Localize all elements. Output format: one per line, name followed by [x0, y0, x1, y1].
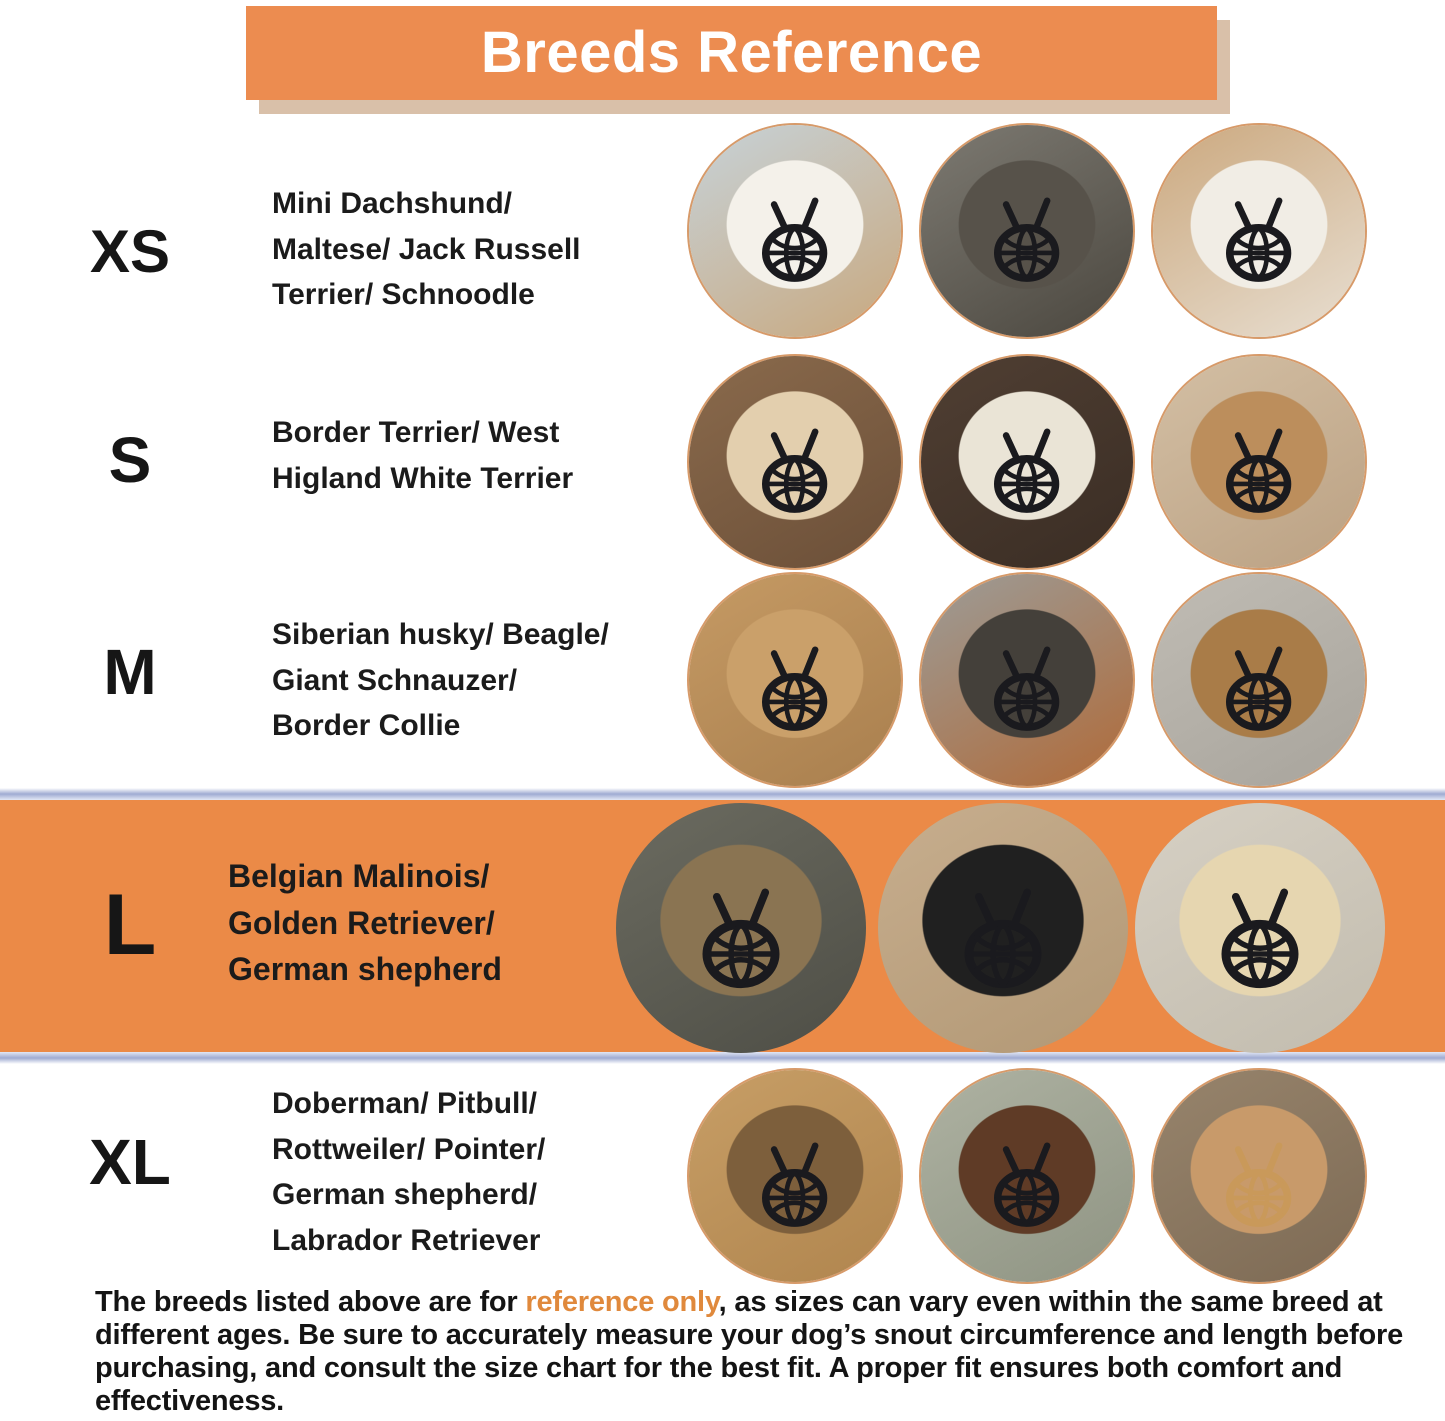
footnote-highlight: reference only: [525, 1286, 719, 1318]
band-fill: [0, 800, 1445, 1052]
muzzle-icon: [1212, 197, 1305, 290]
footnote: The breeds listed above are for referenc…: [95, 1286, 1440, 1418]
muzzle-icon: [980, 197, 1073, 290]
breed-line: Maltese/ Jack Russell: [272, 232, 581, 266]
dog-photo-xs-2: [921, 125, 1133, 337]
muzzle-icon: [748, 428, 841, 521]
breed-line: Giant Schnauzer/: [272, 663, 518, 697]
breed-line: Rottweiler/ Pointer/: [272, 1132, 546, 1166]
size-label-m: M: [103, 636, 157, 708]
breed-line: Higland White Terrier: [272, 461, 574, 495]
breed-line: German shepherd/: [272, 1178, 538, 1211]
dog-photo-xl-1: [689, 1070, 901, 1282]
band-bottom-edge: [0, 1052, 1445, 1064]
dog-photo-xl-2: [921, 1070, 1133, 1282]
muzzle-icon: [980, 646, 1073, 739]
breed-line: Siberian husky/ Beagle/: [272, 618, 609, 651]
footnote-text-after: , as sizes can vary even within the same…: [95, 1286, 1404, 1417]
breed-line: Doberman/ Pitbull/: [272, 1087, 538, 1120]
muzzle-icon: [748, 197, 841, 290]
header-banner: Breeds Reference: [246, 6, 1217, 100]
muzzle-icon: [1212, 428, 1305, 521]
breed-line: Border Collie: [272, 709, 461, 742]
muzzle-icon: [748, 1142, 841, 1235]
dog-photo-m-3: [1153, 574, 1365, 786]
size-label-xl: XL: [89, 1126, 171, 1198]
muzzle-icon: [980, 1142, 1073, 1235]
muzzle-icon: [980, 428, 1073, 521]
highlight-band-size-l: [0, 788, 1445, 1064]
size-label-s: S: [108, 424, 152, 496]
footnote-text-before: The breeds listed above are for: [95, 1286, 526, 1318]
dog-photo-xs-1: [689, 125, 901, 337]
breed-line: Labrador Retriever: [272, 1223, 541, 1257]
band-top-edge: [0, 788, 1445, 800]
breeds-m: Siberian husky/ Beagle/ Giant Schnauzer/…: [272, 612, 712, 749]
dog-photo-s-3: [1153, 356, 1365, 568]
size-label-xs: XS: [89, 218, 171, 285]
breed-line: Terrier/ Schnoodle: [272, 278, 535, 311]
breeds-xl: Doberman/ Pitbull/ Rottweiler/ Pointer/ …: [272, 1081, 712, 1263]
dog-photo-s-1: [689, 356, 901, 568]
breed-line: Border Terrier/ West: [272, 416, 560, 449]
breeds-xs: Mini Dachshund/ Maltese/ Jack Russell Te…: [272, 181, 712, 318]
muzzle-icon: [1212, 1142, 1305, 1235]
muzzle-icon: [1212, 646, 1305, 739]
breeds-s: Border Terrier/ West Higland White Terri…: [272, 410, 712, 501]
breed-line: Mini Dachshund/: [272, 187, 512, 220]
page-title: Breeds Reference: [480, 20, 983, 85]
muzzle-icon: [748, 646, 841, 739]
dog-photo-xs-3: [1153, 125, 1365, 337]
dog-photo-m-2: [921, 574, 1133, 786]
dog-photo-m-1: [689, 574, 901, 786]
dog-photo-s-2: [921, 356, 1133, 568]
dog-photo-xl-3: [1153, 1070, 1365, 1282]
